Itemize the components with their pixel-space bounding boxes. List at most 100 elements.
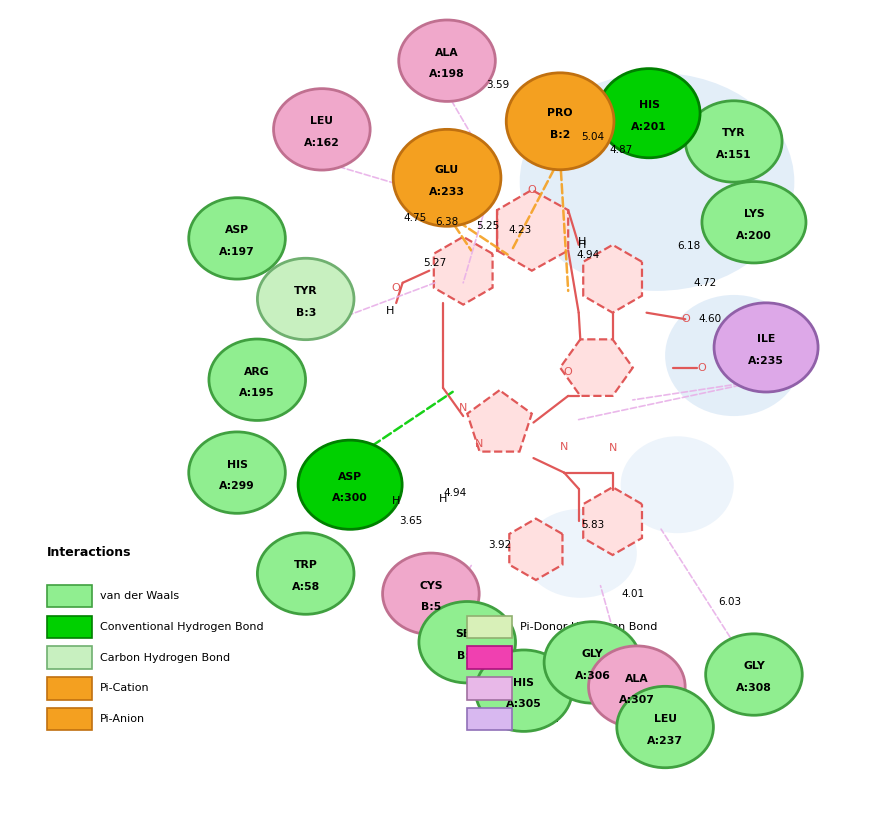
Polygon shape	[434, 237, 493, 304]
Ellipse shape	[506, 73, 614, 170]
Text: TYR: TYR	[294, 286, 317, 296]
FancyBboxPatch shape	[47, 615, 91, 638]
Text: 5.04: 5.04	[581, 132, 604, 143]
Text: 3.92: 3.92	[488, 540, 511, 550]
Ellipse shape	[393, 130, 501, 226]
Text: HIS: HIS	[639, 100, 659, 110]
Polygon shape	[560, 339, 633, 396]
Text: B:3: B:3	[296, 308, 316, 317]
Text: GLY: GLY	[743, 662, 765, 672]
Ellipse shape	[258, 533, 354, 614]
Text: 6.38: 6.38	[435, 217, 459, 227]
Text: H: H	[439, 494, 447, 504]
Text: A:306: A:306	[574, 671, 610, 681]
Polygon shape	[509, 519, 563, 580]
Ellipse shape	[274, 89, 370, 170]
Text: H: H	[392, 496, 400, 506]
Ellipse shape	[665, 295, 803, 416]
Text: 4.60: 4.60	[698, 314, 721, 324]
Text: 4.23: 4.23	[508, 225, 532, 235]
Text: Pi-Donor Hydrogen Bond: Pi-Donor Hydrogen Bond	[520, 622, 657, 632]
Ellipse shape	[617, 686, 713, 768]
Ellipse shape	[383, 553, 479, 635]
Text: 4.87: 4.87	[609, 144, 633, 154]
Text: A:201: A:201	[631, 122, 667, 132]
Text: A:200: A:200	[736, 231, 772, 241]
Text: A:198: A:198	[429, 69, 465, 79]
Ellipse shape	[598, 69, 700, 157]
Ellipse shape	[189, 432, 285, 513]
FancyBboxPatch shape	[467, 707, 511, 730]
Ellipse shape	[621, 437, 734, 533]
Text: A:197: A:197	[219, 247, 255, 257]
Text: Conventional Hydrogen Bond: Conventional Hydrogen Bond	[100, 622, 263, 632]
Text: TYR: TYR	[722, 128, 746, 139]
Ellipse shape	[209, 339, 306, 420]
Text: GLU: GLU	[435, 165, 459, 175]
Text: A:307: A:307	[619, 695, 655, 705]
Text: 3.65: 3.65	[399, 516, 423, 526]
Text: Pi-Alkyl: Pi-Alkyl	[520, 714, 560, 724]
Text: Pi-Anion: Pi-Anion	[100, 714, 145, 724]
Ellipse shape	[702, 181, 806, 263]
Text: A:305: A:305	[506, 699, 541, 709]
Text: B:2: B:2	[550, 130, 571, 140]
Text: HIS: HIS	[513, 677, 534, 688]
Text: ASP: ASP	[338, 472, 362, 481]
Text: 5.25: 5.25	[476, 221, 499, 231]
Text: A:162: A:162	[304, 138, 340, 148]
FancyBboxPatch shape	[47, 677, 91, 699]
Ellipse shape	[419, 601, 516, 683]
Text: LEU: LEU	[310, 116, 333, 126]
Text: A:151: A:151	[716, 150, 751, 160]
Text: O: O	[697, 362, 706, 373]
Text: 5.27: 5.27	[424, 258, 447, 268]
Ellipse shape	[298, 440, 402, 530]
Text: O: O	[681, 314, 689, 324]
Text: O: O	[563, 366, 572, 377]
FancyBboxPatch shape	[47, 707, 91, 730]
Ellipse shape	[588, 646, 685, 727]
Text: O: O	[527, 185, 536, 195]
Ellipse shape	[476, 650, 572, 731]
Text: LYS: LYS	[743, 209, 765, 220]
Text: Alkyl: Alkyl	[520, 683, 547, 694]
Text: PRO: PRO	[548, 109, 573, 118]
Text: LEU: LEU	[654, 714, 677, 724]
Text: H: H	[386, 306, 394, 316]
Ellipse shape	[520, 73, 795, 290]
Ellipse shape	[686, 100, 782, 182]
Text: A:235: A:235	[748, 356, 784, 366]
Text: 6.18: 6.18	[678, 242, 701, 251]
Text: 5.83: 5.83	[581, 520, 604, 530]
Text: Interactions: Interactions	[47, 547, 132, 559]
Polygon shape	[497, 190, 568, 271]
Polygon shape	[583, 245, 642, 313]
Text: SER: SER	[455, 629, 479, 639]
Text: A:195: A:195	[239, 388, 275, 398]
Text: 4.75: 4.75	[403, 213, 426, 224]
Polygon shape	[583, 487, 642, 555]
FancyBboxPatch shape	[467, 677, 511, 699]
FancyBboxPatch shape	[47, 585, 91, 607]
Text: B:4: B:4	[457, 651, 478, 661]
Text: N: N	[560, 441, 568, 452]
Text: O: O	[392, 283, 400, 294]
Text: N: N	[475, 438, 484, 449]
Text: A:300: A:300	[332, 494, 368, 503]
Text: Carbon Hydrogen Bond: Carbon Hydrogen Bond	[100, 653, 229, 663]
Text: A:237: A:237	[647, 736, 683, 746]
Text: ALA: ALA	[435, 47, 459, 58]
Text: GLY: GLY	[581, 650, 603, 659]
FancyBboxPatch shape	[47, 646, 91, 669]
Text: H: H	[578, 237, 587, 247]
Text: Pi-Cation: Pi-Cation	[100, 683, 150, 694]
Ellipse shape	[705, 634, 802, 716]
Text: B:5: B:5	[421, 602, 441, 613]
Ellipse shape	[524, 509, 637, 598]
Text: ILE: ILE	[757, 335, 775, 344]
FancyBboxPatch shape	[467, 615, 511, 638]
Text: A:308: A:308	[736, 683, 772, 694]
Ellipse shape	[714, 303, 818, 392]
Text: 4.94: 4.94	[577, 250, 600, 259]
